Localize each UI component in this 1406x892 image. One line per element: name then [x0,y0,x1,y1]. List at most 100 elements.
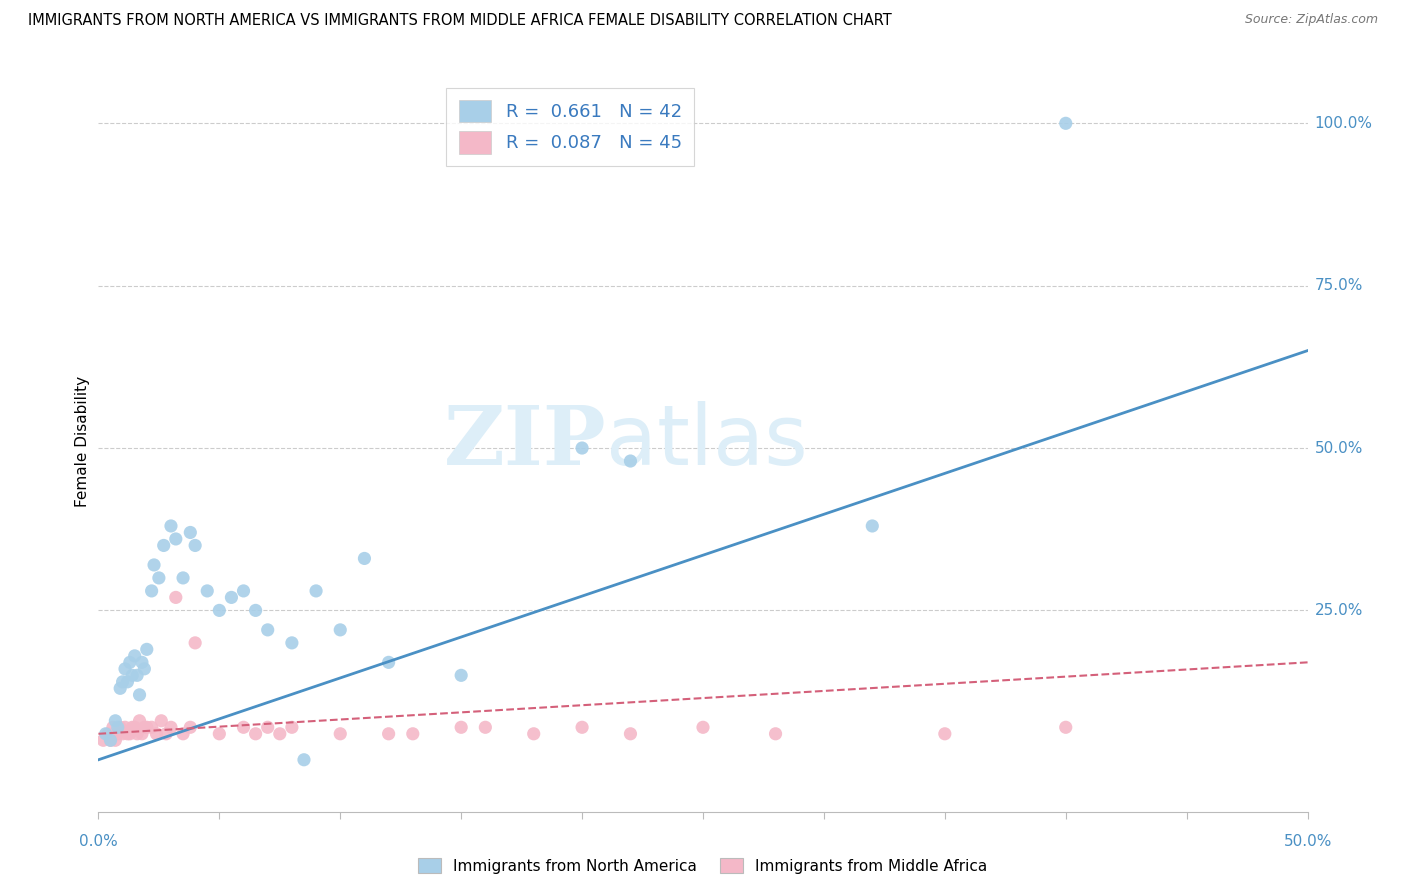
Point [619,454,641,468]
Point [124,720,146,734]
Point [281,636,304,650]
Point [934,727,956,741]
Point [128,714,150,728]
Point [108,681,131,696]
Point [232,583,254,598]
Point [377,727,399,741]
Point [184,636,207,650]
Point [117,727,139,741]
Point [172,727,194,741]
Point [860,519,883,533]
Point [118,727,141,741]
Point [97,727,120,741]
Point [245,603,267,617]
Point [571,441,593,455]
Point [160,519,183,533]
Text: 100.0%: 100.0% [1315,116,1372,131]
Point [523,727,546,741]
Point [1054,720,1077,734]
Point [127,727,149,741]
Point [160,720,183,734]
Point [329,623,352,637]
Point [145,727,167,741]
Point [111,727,134,741]
Point [100,733,122,747]
Y-axis label: Female Disability: Female Disability [75,376,90,508]
Point [232,720,254,734]
Point [152,538,174,552]
Point [117,674,139,689]
Text: Source: ZipAtlas.com: Source: ZipAtlas.com [1244,13,1378,27]
Point [692,720,714,734]
Point [114,662,136,676]
Point [134,720,156,734]
Point [450,668,472,682]
Point [571,720,593,734]
Point [619,727,641,741]
Text: 50.0%: 50.0% [1284,834,1331,849]
Point [184,538,207,552]
Point [108,720,131,734]
Point [107,720,129,734]
Point [377,656,399,670]
Point [135,720,157,734]
Point [155,727,177,741]
Point [281,720,304,734]
Legend: Immigrants from North America, Immigrants from Middle Africa: Immigrants from North America, Immigrant… [412,852,994,880]
Point [165,591,187,605]
Point [179,525,201,540]
Point [124,648,146,663]
Point [208,727,231,741]
Point [256,720,278,734]
Point [329,727,352,741]
Point [114,720,136,734]
Point [121,668,143,682]
Text: ZIP: ZIP [444,401,606,482]
Legend: R =  0.661   N = 42, R =  0.087   N = 45: R = 0.661 N = 42, R = 0.087 N = 45 [446,87,695,166]
Point [104,733,127,747]
Point [165,532,187,546]
Point [474,720,496,734]
Point [402,727,425,741]
Point [292,753,315,767]
Point [245,727,267,741]
Text: 75.0%: 75.0% [1315,278,1362,293]
Point [131,656,153,670]
Point [148,571,170,585]
Point [94,727,117,741]
Point [150,714,173,728]
Point [134,662,156,676]
Text: 25.0%: 25.0% [1315,603,1362,618]
Point [450,720,472,734]
Point [195,583,218,598]
Point [91,733,114,747]
Point [127,668,149,682]
Point [100,733,122,747]
Point [269,727,291,741]
Point [141,583,163,598]
Point [111,674,134,689]
Point [135,642,157,657]
Point [305,583,328,598]
Text: IMMIGRANTS FROM NORTH AMERICA VS IMMIGRANTS FROM MIDDLE AFRICA FEMALE DISABILITY: IMMIGRANTS FROM NORTH AMERICA VS IMMIGRA… [28,13,891,29]
Point [104,714,127,728]
Point [208,603,231,617]
Point [179,720,201,734]
Text: atlas: atlas [606,401,808,482]
Point [101,720,124,734]
Point [121,720,143,734]
Point [128,688,150,702]
Point [118,656,141,670]
Text: 50.0%: 50.0% [1315,441,1362,456]
Text: 0.0%: 0.0% [79,834,118,849]
Point [256,623,278,637]
Point [143,558,166,572]
Point [353,551,375,566]
Point [172,571,194,585]
Point [141,720,163,734]
Point [131,727,153,741]
Point [107,727,129,741]
Point [1054,116,1077,130]
Point [221,591,243,605]
Point [765,727,787,741]
